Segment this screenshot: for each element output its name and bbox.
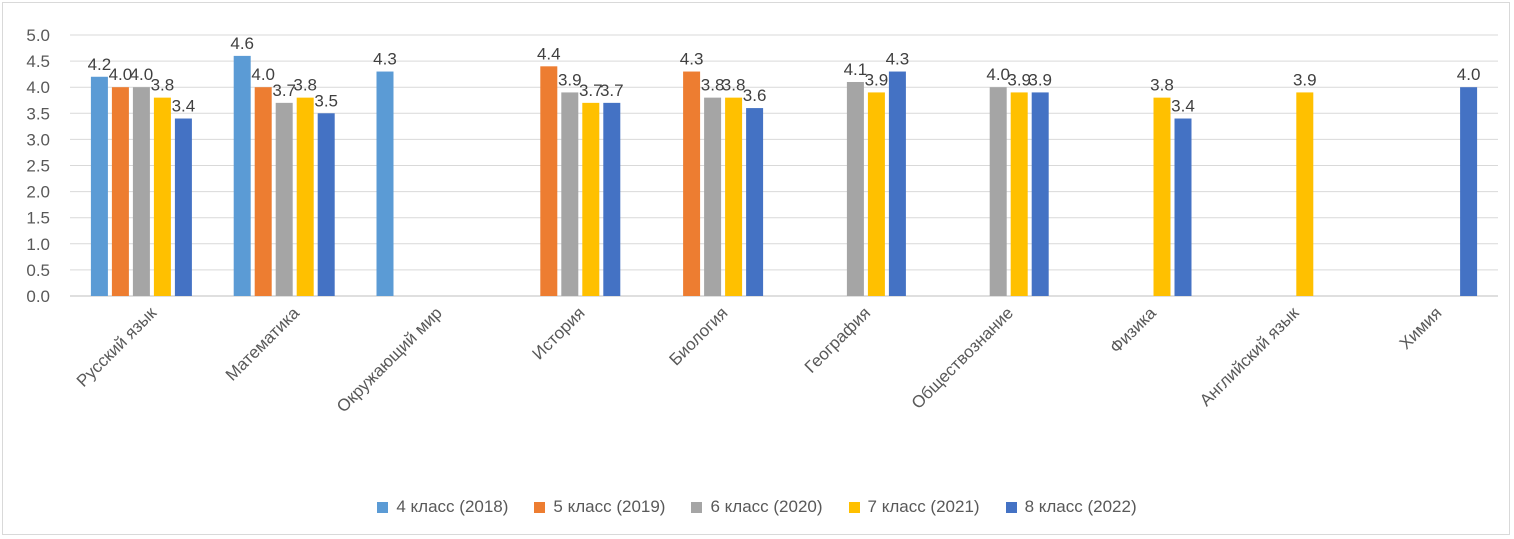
data-label: 3.8 [701, 76, 725, 95]
data-label: 4.4 [537, 44, 561, 63]
legend-item: 6 класс (2020) [691, 497, 823, 517]
category-label: Биология [666, 303, 732, 369]
category-label: Русский язык [73, 303, 161, 391]
bar [132, 87, 150, 296]
category-label: Английский язык [1196, 303, 1303, 410]
legend-label: 8 класс (2022) [1024, 497, 1137, 516]
bar [1174, 118, 1192, 297]
data-label: 3.9 [1293, 70, 1317, 89]
category-label: География [801, 303, 874, 376]
y-tick-label: 4.0 [26, 78, 50, 97]
data-label: 4.6 [230, 34, 254, 53]
data-label: 4.0 [986, 65, 1010, 84]
bar [254, 87, 272, 296]
y-tick-label: 3.0 [26, 130, 50, 149]
legend-item: 7 класс (2021) [848, 497, 980, 517]
category-label: Обществознание [908, 303, 1017, 412]
bar [376, 71, 394, 296]
bar [296, 97, 314, 296]
bar-chart: 0.0 0.5 1.0 1.5 2.0 2.5 3.0 3.5 4.0 4.5 5.0 4.2 4.6 4… [26, 26, 1498, 416]
bar [1460, 87, 1478, 296]
data-label: 3.9 [1028, 70, 1052, 89]
bar [275, 102, 293, 296]
legend-swatch [691, 501, 703, 513]
bar [1296, 92, 1314, 296]
data-label: 4.0 [1457, 65, 1481, 84]
category-label: Химия [1396, 303, 1446, 353]
legend-label: 6 класс (2020) [710, 497, 823, 516]
y-tick-label: 0.5 [26, 261, 50, 280]
data-label: 3.8 [293, 76, 317, 95]
bar [1153, 97, 1171, 296]
data-label: 3.4 [1171, 97, 1195, 116]
data-label: 4.3 [373, 50, 397, 69]
data-label: 4.2 [88, 55, 112, 74]
bar [846, 81, 864, 296]
y-tick-label: 1.5 [26, 209, 50, 228]
data-label: 4.1 [844, 60, 868, 79]
data-label: 3.9 [865, 70, 889, 89]
bar [989, 87, 1007, 296]
legend-item: 4 класс (2018) [377, 497, 508, 517]
bar [888, 71, 906, 296]
bar [725, 97, 743, 296]
bar [1010, 92, 1028, 296]
data-label: 3.5 [314, 91, 338, 110]
y-tick-label: 0.0 [26, 287, 50, 306]
data-label: 3.4 [172, 97, 196, 116]
bar [704, 97, 722, 296]
legend-label: 5 класс (2019) [553, 497, 666, 516]
chart-legend: 4 класс (2018) 5 класс (2019) 6 класс (202… [0, 493, 1514, 521]
data-label: 4.0 [251, 65, 275, 84]
legend-swatch [534, 501, 546, 513]
y-tick-label: 2.5 [26, 157, 50, 176]
data-label: 3.8 [1150, 76, 1174, 95]
legend-item: 8 класс (2022) [1005, 497, 1137, 517]
y-tick-label: 4.5 [26, 52, 50, 71]
data-label: 3.8 [151, 76, 175, 95]
data-label: 3.6 [743, 86, 767, 105]
legend-swatch [1005, 501, 1017, 513]
bar [603, 102, 621, 296]
data-label: 3.9 [558, 70, 582, 89]
bar [561, 92, 579, 296]
category-label: Окружающий мир [333, 303, 446, 416]
legend-label: 7 класс (2021) [867, 497, 980, 516]
data-label: 4.0 [130, 65, 154, 84]
category-label: Математика [222, 303, 304, 385]
y-tick-label: 1.0 [26, 235, 50, 254]
legend-swatch [377, 501, 389, 513]
legend-swatch [848, 501, 860, 513]
bar [867, 92, 885, 296]
data-label: 3.7 [600, 81, 624, 100]
bar [111, 87, 129, 296]
data-label: 3.7 [579, 81, 603, 100]
bar [174, 118, 192, 297]
bar [746, 108, 764, 296]
y-tick-label: 5.0 [26, 26, 50, 45]
bar [1031, 92, 1049, 296]
data-label: 4.3 [680, 50, 704, 69]
category-label: История [529, 303, 589, 363]
legend-label: 4 класс (2018) [396, 497, 509, 516]
data-label: 3.9 [1007, 70, 1031, 89]
bar [90, 76, 108, 296]
bar [153, 97, 171, 296]
data-label: 4.0 [109, 65, 133, 84]
category-label: Физика [1106, 303, 1160, 357]
bar [582, 102, 600, 296]
bar [683, 71, 701, 296]
y-tick-label: 2.0 [26, 183, 50, 202]
data-label: 3.7 [272, 81, 296, 100]
legend-item: 5 класс (2019) [534, 497, 665, 517]
data-label: 3.8 [722, 76, 746, 95]
bar [540, 66, 558, 296]
y-tick-label: 3.5 [26, 104, 50, 123]
bar [233, 55, 251, 296]
bar [317, 113, 335, 296]
data-label: 4.3 [886, 50, 910, 69]
